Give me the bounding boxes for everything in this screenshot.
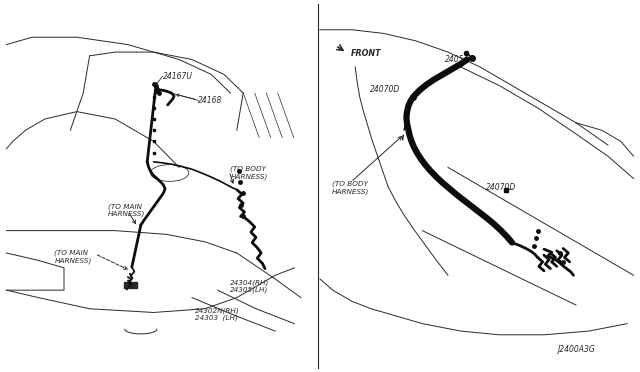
Text: 24070D: 24070D [370, 85, 400, 94]
Text: 24167U: 24167U [163, 72, 193, 81]
Text: 24051: 24051 [445, 55, 469, 64]
Text: FRONT: FRONT [351, 49, 381, 58]
Text: 24302N(RH)
24303  (LH): 24302N(RH) 24303 (LH) [195, 307, 240, 321]
Text: (TO BODY
HARNESS): (TO BODY HARNESS) [332, 181, 369, 195]
Text: 24304(RH)
24305(LH): 24304(RH) 24305(LH) [230, 279, 270, 294]
Text: J2400A3G: J2400A3G [557, 345, 595, 354]
Text: (TO MAIN
HARNESS): (TO MAIN HARNESS) [108, 203, 145, 217]
Text: 24168: 24168 [198, 96, 223, 105]
Text: (TO BODY
HARNESS): (TO BODY HARNESS) [230, 166, 268, 180]
Text: (TO MAIN
HARNESS): (TO MAIN HARNESS) [54, 250, 92, 264]
FancyBboxPatch shape [124, 282, 137, 288]
Text: 24070D: 24070D [486, 183, 516, 192]
